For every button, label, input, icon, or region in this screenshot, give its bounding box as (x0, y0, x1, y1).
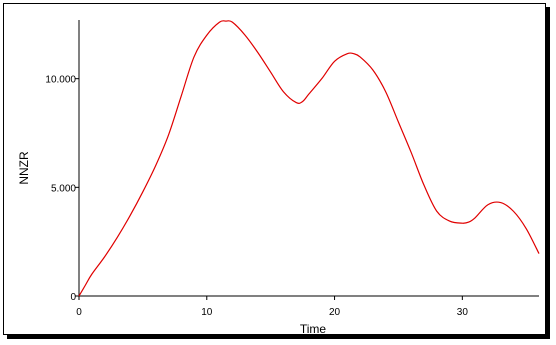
y-axis-title: NNZR (17, 151, 31, 185)
x-tick-label: 10 (201, 307, 213, 318)
series-group (78, 20, 540, 297)
y-tick-label: 0 (70, 292, 76, 303)
x-tick-label: 30 (457, 307, 469, 318)
chart-axes: 0 10 20 30 0 5.000 10.000 (45, 20, 539, 318)
y-tick-label: 10.000 (45, 75, 76, 86)
x-tick-label: 20 (329, 307, 341, 318)
series-line (78, 20, 540, 297)
chart-frame (3, 3, 546, 335)
x-tick-label: 0 (76, 307, 82, 318)
x-axis-title: Time (300, 322, 327, 336)
y-tick-label: 5.000 (51, 183, 76, 194)
